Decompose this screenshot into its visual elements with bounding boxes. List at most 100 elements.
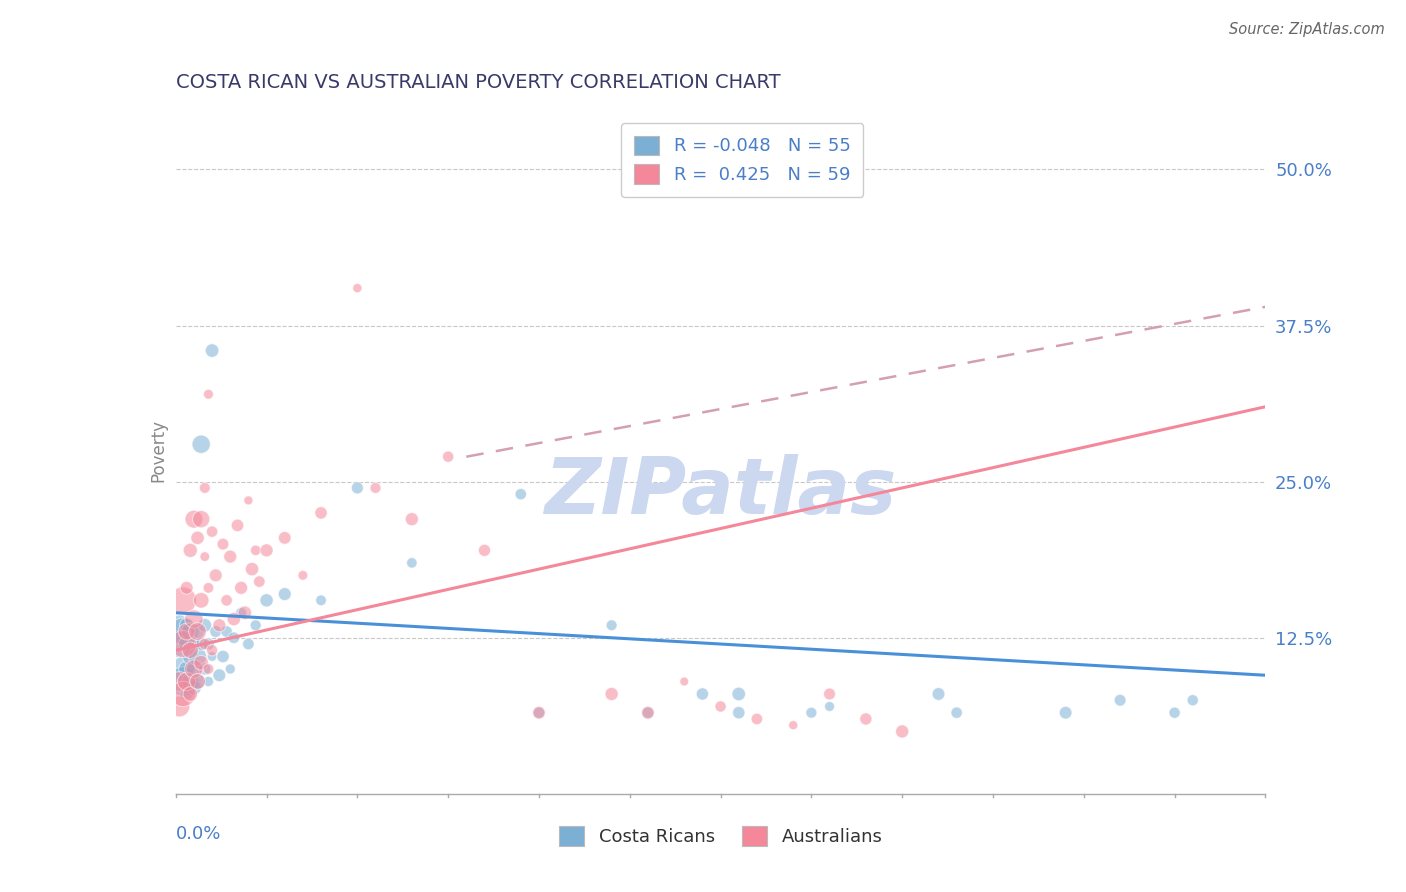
Point (179, 643, 201, 657)
Point (172, 674, 194, 689)
Point (208, 618, 231, 632)
Point (197, 581, 219, 595)
Point (364, 481, 387, 495)
Point (215, 624, 238, 639)
Point (219, 549, 242, 564)
Point (176, 687, 198, 701)
Point (818, 687, 841, 701)
Point (245, 618, 267, 632)
Point (179, 649, 201, 664)
Point (201, 524, 224, 539)
Point (855, 712, 877, 726)
Point (637, 706, 659, 720)
Point (179, 674, 201, 689)
Point (231, 581, 253, 595)
Point (637, 706, 659, 720)
Point (201, 649, 224, 664)
Point (194, 549, 217, 564)
Point (176, 674, 198, 689)
Point (204, 568, 226, 582)
Legend: Costa Ricans, Australians: Costa Ricans, Australians (551, 819, 890, 854)
Point (346, 481, 368, 495)
Point (169, 637, 191, 651)
Point (1109, 693, 1132, 707)
Point (190, 512, 212, 526)
Point (600, 687, 623, 701)
Point (179, 687, 201, 701)
Point (183, 662, 205, 676)
Point (183, 512, 205, 526)
Point (291, 568, 314, 582)
Text: Source: ZipAtlas.com: Source: ZipAtlas.com (1229, 22, 1385, 37)
Point (212, 537, 235, 551)
Point (474, 543, 496, 558)
Point (176, 624, 198, 639)
Point (274, 531, 297, 545)
Point (186, 624, 209, 639)
Point (1163, 706, 1185, 720)
Point (600, 618, 623, 632)
Point (245, 543, 267, 558)
Point (197, 674, 219, 689)
Point (215, 593, 238, 607)
Point (176, 637, 198, 651)
Point (172, 624, 194, 639)
Point (194, 662, 217, 676)
Point (190, 637, 212, 651)
Point (172, 662, 194, 676)
Point (194, 481, 217, 495)
Point (169, 618, 191, 632)
Point (172, 593, 194, 607)
Point (274, 587, 297, 601)
Point (710, 699, 733, 714)
Text: ZIPatlas: ZIPatlas (544, 454, 897, 530)
Point (190, 593, 212, 607)
Point (231, 606, 253, 620)
Y-axis label: Poverty: Poverty (149, 419, 167, 482)
Point (240, 562, 263, 576)
Point (172, 687, 194, 701)
Point (183, 681, 205, 695)
Point (186, 674, 209, 689)
Point (727, 706, 749, 720)
Point (692, 687, 714, 701)
Point (309, 506, 332, 520)
Point (891, 724, 914, 739)
Point (208, 668, 231, 682)
Point (222, 631, 245, 645)
Point (437, 450, 460, 464)
Point (204, 624, 226, 639)
Point (172, 637, 194, 651)
Point (186, 624, 209, 639)
Point (401, 556, 423, 570)
Point (197, 387, 219, 401)
Point (247, 574, 270, 589)
Point (201, 343, 224, 358)
Point (509, 487, 531, 501)
Point (197, 637, 219, 651)
Point (309, 593, 332, 607)
Point (212, 649, 235, 664)
Point (179, 543, 201, 558)
Point (346, 281, 368, 295)
Point (673, 674, 696, 689)
Point (745, 712, 768, 726)
Point (183, 612, 205, 626)
Point (782, 718, 804, 732)
Text: COSTA RICAN VS AUSTRALIAN POVERTY CORRELATION CHART: COSTA RICAN VS AUSTRALIAN POVERTY CORREL… (176, 72, 780, 92)
Point (256, 593, 278, 607)
Point (190, 656, 212, 670)
Point (197, 662, 219, 676)
Point (186, 674, 209, 689)
Point (928, 687, 950, 701)
Point (238, 637, 260, 651)
Point (201, 643, 224, 657)
Point (169, 699, 191, 714)
Point (176, 662, 198, 676)
Point (256, 543, 278, 558)
Point (401, 512, 423, 526)
Point (219, 662, 242, 676)
Point (818, 699, 841, 714)
Point (183, 637, 205, 651)
Point (727, 687, 749, 701)
